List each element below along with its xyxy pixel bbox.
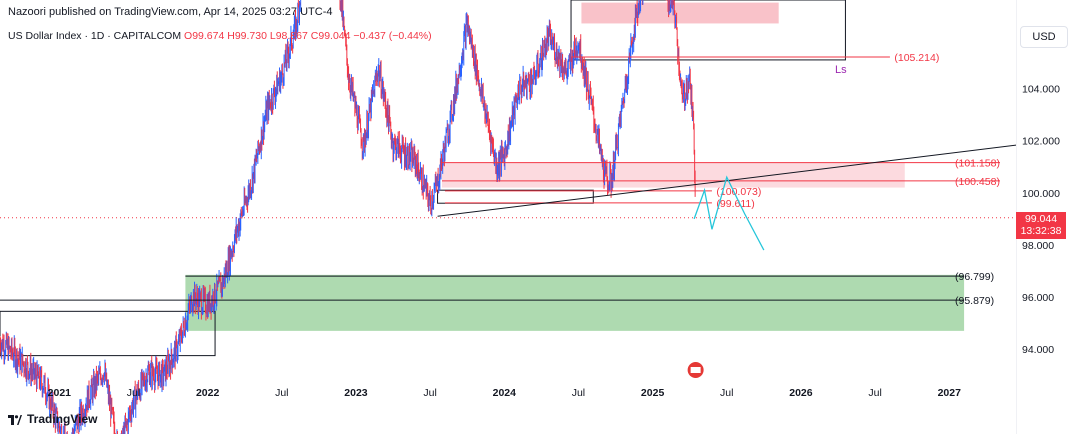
annotation-label: Ls — [835, 64, 847, 76]
level-label: (100.458) — [955, 176, 1000, 188]
level-label: (99.611) — [716, 198, 754, 210]
legend-open: O99.674 — [184, 30, 225, 42]
y-tick-label: 104.000 — [1022, 84, 1060, 96]
publish-line: Nazoori published on TradingView.com, Ap… — [8, 6, 333, 18]
x-tick-label: 2025 — [641, 387, 665, 399]
price-axis[interactable]: 94.000 96.000 98.000 100.000 102.000 104.000 — [1016, 0, 1080, 434]
level-label: (95.879) — [955, 295, 994, 307]
y-tick-label: 100.000 — [1022, 188, 1060, 200]
y-tick-label: 102.000 — [1022, 136, 1060, 148]
currency-button[interactable]: USD — [1020, 26, 1068, 48]
level-label: (96.799) — [955, 271, 994, 283]
price-chart[interactable]: (105.214) (101.158) (100.458) (100.073)(99.… — [0, 0, 1016, 434]
x-tick-label: Jul — [720, 387, 733, 399]
box-2021 — [0, 310, 216, 357]
last-price-tag: 99.044 13:32:38 — [1016, 212, 1066, 239]
x-tick-label: 2022 — [196, 387, 220, 399]
legend-high: H99.730 — [227, 30, 267, 42]
trendline — [437, 144, 1016, 217]
last-price-value: 99.044 — [1024, 213, 1058, 225]
level-label: (105.214) — [894, 52, 939, 64]
resistance-zone-mid — [441, 162, 905, 188]
support-zone — [185, 274, 965, 331]
symbol-name: US Dollar Index · 1D · CAPITALCOM — [8, 30, 182, 42]
x-tick-label: Jul — [572, 387, 585, 399]
level-label: (101.158) — [955, 158, 1000, 170]
y-tick-label: 94.000 — [1022, 344, 1054, 356]
x-tick-label: Jul — [275, 387, 288, 399]
x-tick-label: 2023 — [344, 387, 368, 399]
symbol-legend: US Dollar Index · 1D · CAPITALCOM O99.67… — [8, 30, 432, 42]
x-tick-label: 2026 — [789, 387, 813, 399]
y-tick-label: 98.000 — [1022, 240, 1054, 252]
us-flag-icon-stripe — [690, 367, 701, 373]
level-label: (100.073) — [716, 186, 761, 198]
legend-close: C99.044 — [310, 30, 351, 42]
x-tick-label: 2024 — [493, 387, 517, 399]
resistance-zone-top — [581, 2, 779, 24]
projection-path — [693, 175, 765, 251]
tradingview-logo-icon — [8, 414, 22, 425]
y-tick-label: 96.000 — [1022, 292, 1054, 304]
box-lower — [437, 189, 594, 204]
x-tick-label: Jul — [127, 387, 140, 399]
legend-low: L98.867 — [269, 30, 308, 42]
tradingview-brand[interactable]: TradingView — [8, 412, 97, 426]
last-price-countdown: 13:32:38 — [1020, 225, 1062, 237]
x-tick-label: Jul — [423, 387, 436, 399]
x-tick-label: 2021 — [48, 387, 72, 399]
box-ls — [570, 0, 846, 61]
x-tick-label: 2027 — [938, 387, 962, 399]
x-tick-label: Jul — [868, 387, 881, 399]
brand-name: TradingView — [27, 412, 98, 426]
legend-change: −0.437 (−0.44%) — [353, 30, 432, 42]
